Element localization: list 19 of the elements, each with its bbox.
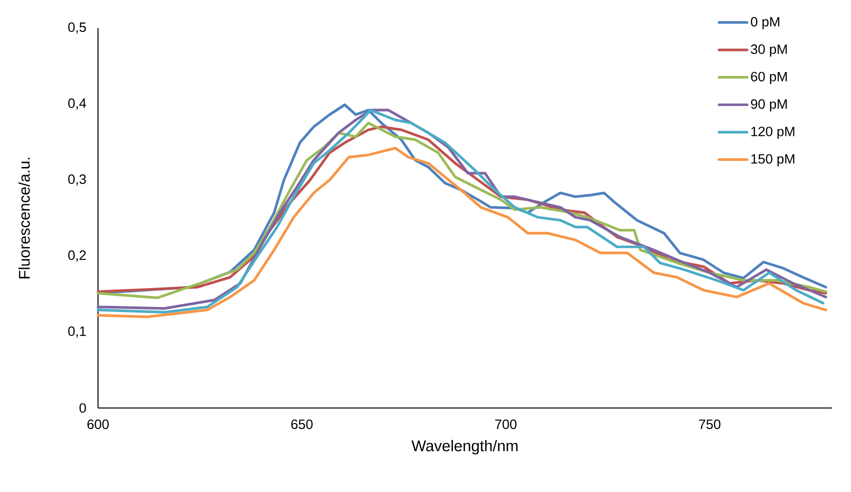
legend-label: 120 pM [751, 126, 794, 139]
y-tick-label: 0,5 [68, 22, 86, 34]
x-tick-label: 600 [87, 420, 109, 430]
x-tick-label: 650 [291, 420, 313, 430]
y-axis-title: Fluorescence/a.u. [18, 158, 30, 278]
legend-label: 150 pM [751, 154, 794, 166]
y-tick-label: 0,2 [68, 250, 86, 262]
y-tick-label: 0 [80, 403, 86, 413]
legend-label: 90 pM [750, 99, 787, 112]
x-tick-label: 750 [699, 420, 720, 430]
x-tick-label: 700 [495, 420, 517, 430]
legend-label: 0 pM [750, 17, 780, 30]
legend-label: 60 pM [751, 72, 787, 84]
y-tick-label: 0,1 [68, 326, 86, 338]
legend-label: 30 pM [750, 44, 787, 57]
y-tick-label: 0,4 [68, 98, 86, 110]
y-tick-label: 0,3 [68, 174, 86, 186]
line-series [96, 146, 828, 318]
x-axis-title: Wavelength/nm [412, 440, 518, 454]
